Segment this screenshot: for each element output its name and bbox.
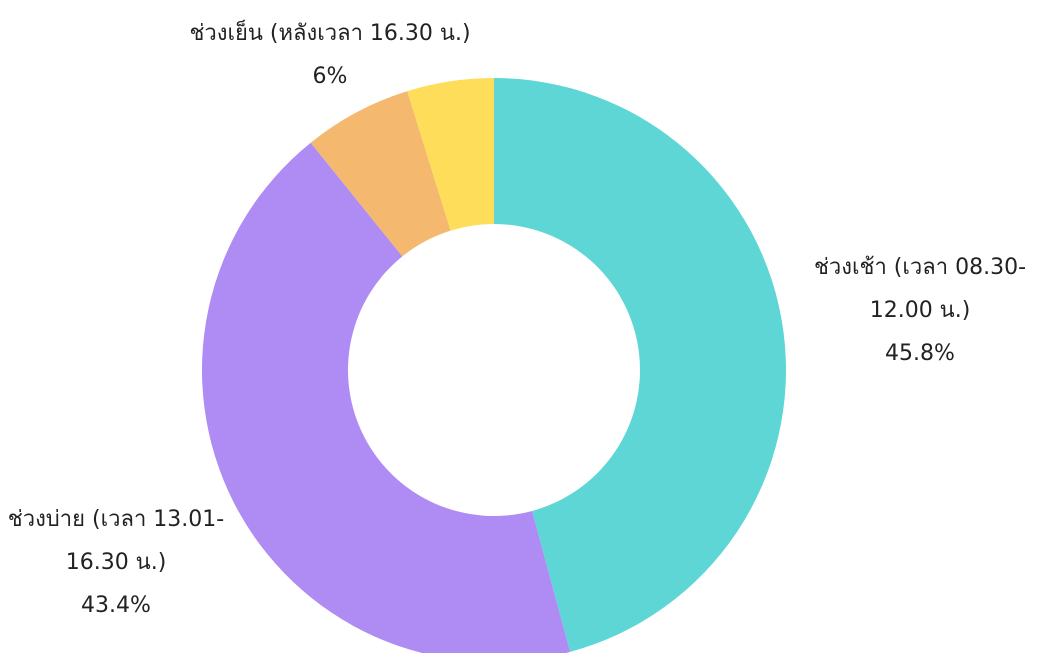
value-label: 45.8%	[885, 341, 955, 366]
slice-label: ช่วงบ่าย (เวลา 13.01-16.30 น.) 43.4%	[0, 498, 232, 627]
donut-slice	[202, 142, 571, 653]
value-label: 6%	[312, 64, 348, 89]
donut-slice	[310, 91, 451, 257]
category-label: ช่วงบ่าย (เวลา 13.01-16.30 น.)	[7, 507, 225, 575]
donut-slice	[494, 78, 786, 652]
category-label: ช่วงเย็น (หลังเวลา 16.30 น.)	[189, 21, 471, 46]
donut-slice	[407, 78, 494, 231]
slice-label: ช่วงเช้า (เวลา 08.30-12.00 น.) 45.8%	[800, 246, 1037, 375]
category-label: ช่วงเช้า (เวลา 08.30-12.00 น.)	[813, 255, 1027, 323]
value-label: 43.4%	[81, 593, 151, 618]
slice-label: ช่วงเย็น (หลังเวลา 16.30 น.) 6%	[80, 12, 580, 98]
